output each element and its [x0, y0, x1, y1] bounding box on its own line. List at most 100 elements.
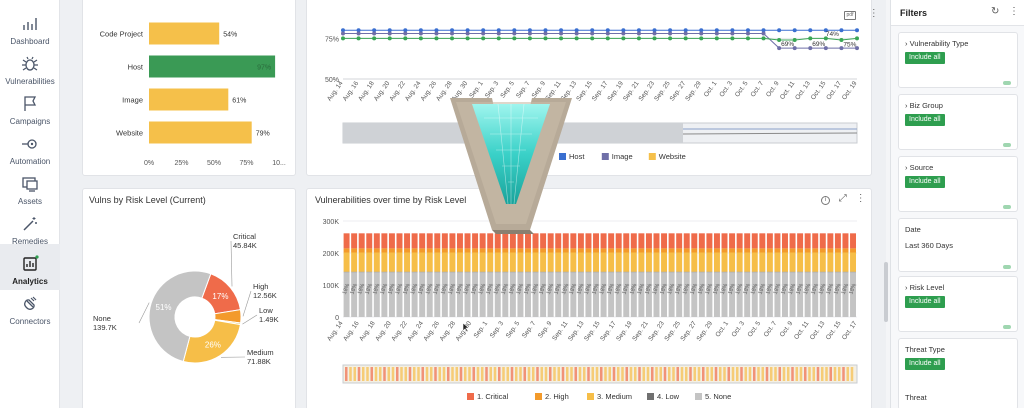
range-slider-bar — [744, 367, 747, 381]
stacked-bar-segment — [562, 248, 569, 253]
stacked-bar-segment — [766, 252, 773, 272]
expand-icon[interactable]: ⤢ — [838, 193, 847, 204]
stacked-bar-segment — [502, 252, 509, 272]
include-all-chip[interactable]: Include all — [905, 114, 945, 126]
range-slider-bar — [770, 367, 773, 381]
stacked-bar-segment — [449, 248, 456, 253]
stacked-bar-segment — [441, 252, 448, 272]
nav-item-analytics[interactable]: Analytics — [0, 244, 60, 290]
filter-toggle[interactable] — [1003, 265, 1011, 269]
filter-biz-group[interactable]: › Biz Group Include all — [898, 94, 1018, 150]
bar-percent-label: 18% — [508, 283, 517, 295]
stacked-bar-segment — [789, 248, 796, 253]
data-point — [621, 28, 626, 33]
stacked-bar-segment — [509, 248, 516, 253]
bar-percent-label: 18% — [395, 283, 404, 295]
filter-threat-type[interactable]: Threat Type Include all Threat — [898, 338, 1018, 408]
data-point — [699, 28, 704, 33]
filter-toggle[interactable] — [1003, 325, 1011, 329]
include-all-chip[interactable]: Include all — [905, 358, 945, 370]
stacked-bar-segment — [706, 272, 713, 317]
mouse-cursor-icon — [462, 322, 470, 332]
include-all-chip[interactable]: Include all — [905, 52, 945, 64]
range-slider-bar — [383, 367, 386, 381]
stacked-bar-segment — [358, 233, 365, 249]
pdf-icon[interactable]: pdf — [844, 11, 856, 20]
nav-item-connectors[interactable]: Connectors — [0, 284, 60, 330]
data-point — [652, 28, 657, 33]
filters-panel: Filters ↻ ⋮ › Vulnerability Type Include… — [890, 0, 1024, 408]
slice-percent-label: 17% — [212, 292, 228, 301]
more-options-icon[interactable]: ⋮ — [868, 8, 879, 19]
range-slider-bar — [748, 367, 752, 381]
bar-percent-label: 18% — [810, 283, 819, 295]
filter-risk-level[interactable]: › Risk Level Include all — [898, 276, 1018, 332]
data-point — [808, 36, 813, 41]
nav-label: Dashboard — [10, 37, 50, 46]
date-range-value[interactable]: Last 360 Days — [905, 241, 953, 250]
bar-percent-label: 18% — [402, 283, 411, 295]
nav-item-automation[interactable]: Automation — [0, 124, 60, 170]
bar-percent-label: 18% — [697, 283, 706, 295]
stacked-bar-segment — [736, 272, 743, 317]
stacked-bar-segment — [449, 272, 456, 317]
include-all-chip[interactable]: Include all — [905, 176, 945, 188]
stacked-bar-segment — [789, 252, 796, 272]
more-options-icon[interactable]: ⋮ — [1009, 6, 1019, 17]
range-slider-bar — [404, 367, 407, 381]
data-point — [745, 31, 750, 36]
stacked-bar-segment — [479, 252, 486, 272]
stacked-bar-segment — [676, 233, 683, 249]
stacked-bar-segment — [608, 272, 615, 317]
range-slider-bar — [379, 367, 382, 381]
range-slider-bar — [523, 367, 526, 381]
stacked-bar-segment — [532, 252, 539, 272]
stacked-bar-segment — [812, 248, 819, 253]
nav-item-vulnerabilities[interactable]: Vulnerabilities — [0, 44, 60, 90]
filter-vulnerability-type[interactable]: › Vulnerability Type Include all — [898, 32, 1018, 88]
stacked-bar-segment — [404, 252, 411, 272]
stacked-bar-segment — [782, 252, 788, 272]
filter-source[interactable]: › Source Include all — [898, 156, 1018, 212]
nav-item-remedies[interactable]: Remedies — [0, 204, 60, 250]
refresh-icon[interactable]: ↻ — [991, 6, 1000, 17]
filter-label: › Biz Group — [905, 101, 943, 110]
stacked-bar-segment — [419, 248, 426, 253]
filter-toggle[interactable] — [1003, 143, 1011, 147]
slice-value-label: 12.56K — [253, 291, 277, 300]
filter-date[interactable]: Date Last 360 Days — [898, 218, 1018, 272]
nav-item-dashboard[interactable]: Dashboard — [0, 4, 60, 50]
stacked-bar-segment — [713, 233, 720, 249]
data-point — [823, 28, 828, 33]
range-slider-bar — [787, 367, 790, 381]
filter-toggle[interactable] — [1003, 81, 1011, 85]
nav-item-assets[interactable]: Assets — [0, 164, 60, 210]
filter-toggle[interactable] — [1003, 205, 1011, 209]
plug-icon — [24, 296, 37, 310]
data-point — [777, 28, 782, 33]
info-icon[interactable]: i — [821, 196, 830, 205]
range-slider-bar — [612, 367, 616, 381]
range-slider-bar — [663, 367, 667, 381]
bar-percent-label: 18% — [599, 283, 608, 295]
stacked-bar-segment — [373, 248, 380, 253]
more-options-icon[interactable]: ⋮ — [855, 193, 866, 204]
range-slider-bar — [362, 367, 365, 381]
data-point — [636, 36, 641, 41]
slice-category-label: Critical — [233, 232, 256, 241]
stacked-bar-segment — [834, 252, 841, 272]
bar-percent-label: 18% — [576, 283, 585, 295]
nav-item-campaigns[interactable]: Campaigns — [0, 84, 60, 130]
include-all-chip[interactable]: Include all — [905, 296, 945, 308]
bar-percent-label: 18% — [470, 283, 479, 295]
stacked-bar-segment — [706, 252, 713, 272]
asset-type-card: Code Project 54% Host 97% Image 61% Website 79%… — [82, 0, 296, 176]
main-scrollbar[interactable] — [884, 262, 888, 322]
nav-label: Connectors — [9, 317, 51, 326]
stacked-bar-segment — [434, 233, 441, 249]
stacked-bar-segment — [373, 252, 380, 272]
stacked-bar-segment — [759, 233, 766, 249]
x-tick-label: Oct. 3 — [718, 80, 734, 99]
